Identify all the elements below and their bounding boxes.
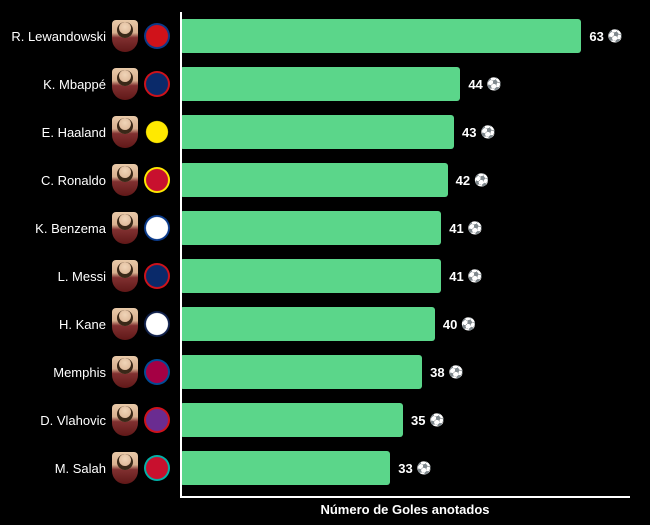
chart-row: R. Lewandowski 63 ⚽ — [8, 12, 630, 60]
bar-area: 41 ⚽ — [176, 204, 630, 252]
row-label-column: E. Haaland — [8, 116, 176, 148]
bar-value: 43 — [462, 125, 476, 140]
chart-row: E. Haaland 43 ⚽ — [8, 108, 630, 156]
club-badge-icon — [144, 455, 170, 481]
bar-area: 44 ⚽ — [176, 60, 630, 108]
bar — [180, 163, 448, 197]
club-badge-icon — [144, 359, 170, 385]
player-name: C. Ronaldo — [41, 173, 106, 188]
player-name: K. Benzema — [35, 221, 106, 236]
player-avatar — [112, 260, 138, 292]
bar — [180, 259, 441, 293]
club-badge-icon — [144, 215, 170, 241]
player-name: M. Salah — [55, 461, 106, 476]
player-name: D. Vlahovic — [40, 413, 106, 428]
bar-area: 33 ⚽ — [176, 444, 630, 492]
player-avatar — [112, 452, 138, 484]
bar-area: 38 ⚽ — [176, 348, 630, 396]
bar-value: 41 — [449, 221, 463, 236]
row-label-column: L. Messi — [8, 260, 176, 292]
row-label-column: M. Salah — [8, 452, 176, 484]
player-name: E. Haaland — [42, 125, 106, 140]
chart-row: D. Vlahovic 35 ⚽ — [8, 396, 630, 444]
bar-value: 41 — [449, 269, 463, 284]
row-label-column: Memphis — [8, 356, 176, 388]
bar — [180, 115, 454, 149]
bar — [180, 307, 435, 341]
chart-rows: R. Lewandowski 63 ⚽ K. Mbappé 44 ⚽ E. Haaland 4… — [8, 12, 630, 492]
bar-area: 63 ⚽ — [176, 12, 630, 60]
club-badge-icon — [144, 23, 170, 49]
soccer-ball-icon: ⚽ — [468, 269, 483, 283]
club-badge-icon — [144, 167, 170, 193]
soccer-ball-icon: ⚽ — [468, 221, 483, 235]
chart-row: Memphis 38 ⚽ — [8, 348, 630, 396]
player-name: R. Lewandowski — [11, 29, 106, 44]
bar — [180, 67, 460, 101]
club-badge-icon — [144, 119, 170, 145]
bar-value: 40 — [443, 317, 457, 332]
bar — [180, 451, 390, 485]
soccer-ball-icon: ⚽ — [429, 413, 444, 427]
soccer-ball-icon: ⚽ — [608, 29, 623, 43]
row-label-column: K. Mbappé — [8, 68, 176, 100]
y-axis — [180, 12, 182, 498]
soccer-ball-icon: ⚽ — [487, 77, 502, 91]
row-label-column: D. Vlahovic — [8, 404, 176, 436]
chart-row: M. Salah 33 ⚽ — [8, 444, 630, 492]
chart-row: L. Messi 41 ⚽ — [8, 252, 630, 300]
row-label-column: C. Ronaldo — [8, 164, 176, 196]
chart-row: K. Mbappé 44 ⚽ — [8, 60, 630, 108]
soccer-ball-icon: ⚽ — [474, 173, 489, 187]
bar-area: 43 ⚽ — [176, 108, 630, 156]
goals-bar-chart: R. Lewandowski 63 ⚽ K. Mbappé 44 ⚽ E. Haaland 4… — [8, 12, 630, 492]
soccer-ball-icon: ⚽ — [449, 365, 464, 379]
soccer-ball-icon: ⚽ — [480, 125, 495, 139]
player-avatar — [112, 68, 138, 100]
club-badge-icon — [144, 263, 170, 289]
x-axis — [180, 496, 630, 498]
x-axis-label: Número de Goles anotados — [180, 502, 630, 517]
bar-value: 44 — [468, 77, 482, 92]
row-label-column: H. Kane — [8, 308, 176, 340]
player-name: L. Messi — [58, 269, 106, 284]
bar — [180, 19, 581, 53]
player-avatar — [112, 404, 138, 436]
row-label-column: R. Lewandowski — [8, 20, 176, 52]
player-avatar — [112, 308, 138, 340]
chart-row: C. Ronaldo 42 ⚽ — [8, 156, 630, 204]
bar-area: 41 ⚽ — [176, 252, 630, 300]
player-avatar — [112, 116, 138, 148]
bar-area: 42 ⚽ — [176, 156, 630, 204]
player-avatar — [112, 356, 138, 388]
bar-value: 33 — [398, 461, 412, 476]
soccer-ball-icon: ⚽ — [417, 461, 432, 475]
bar — [180, 355, 422, 389]
chart-row: K. Benzema 41 ⚽ — [8, 204, 630, 252]
bar-value: 63 — [589, 29, 603, 44]
player-avatar — [112, 20, 138, 52]
bar — [180, 403, 403, 437]
player-name: K. Mbappé — [43, 77, 106, 92]
player-avatar — [112, 164, 138, 196]
player-name: H. Kane — [59, 317, 106, 332]
row-label-column: K. Benzema — [8, 212, 176, 244]
bar-value: 42 — [456, 173, 470, 188]
bar — [180, 211, 441, 245]
club-badge-icon — [144, 407, 170, 433]
club-badge-icon — [144, 311, 170, 337]
bar-value: 35 — [411, 413, 425, 428]
player-avatar — [112, 212, 138, 244]
chart-row: H. Kane 40 ⚽ — [8, 300, 630, 348]
bar-area: 35 ⚽ — [176, 396, 630, 444]
club-badge-icon — [144, 71, 170, 97]
bar-area: 40 ⚽ — [176, 300, 630, 348]
soccer-ball-icon: ⚽ — [461, 317, 476, 331]
player-name: Memphis — [53, 365, 106, 380]
bar-value: 38 — [430, 365, 444, 380]
